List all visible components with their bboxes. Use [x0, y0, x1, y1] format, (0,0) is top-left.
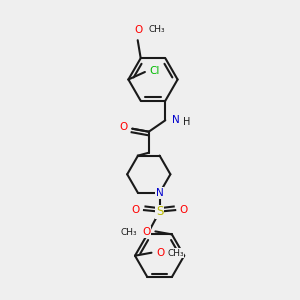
Text: CH₃: CH₃ — [148, 25, 165, 34]
Text: O: O — [179, 205, 188, 215]
Text: CH₃: CH₃ — [121, 227, 137, 236]
Text: O: O — [157, 248, 165, 258]
Text: S: S — [156, 205, 163, 218]
Text: O: O — [134, 25, 142, 35]
Text: CH₃: CH₃ — [167, 249, 184, 258]
Text: O: O — [131, 205, 140, 215]
Text: O: O — [120, 122, 128, 132]
Text: H: H — [183, 117, 190, 127]
Text: N: N — [172, 115, 180, 125]
Text: N: N — [156, 188, 164, 198]
Text: Cl: Cl — [150, 66, 160, 76]
Text: O: O — [142, 227, 150, 237]
